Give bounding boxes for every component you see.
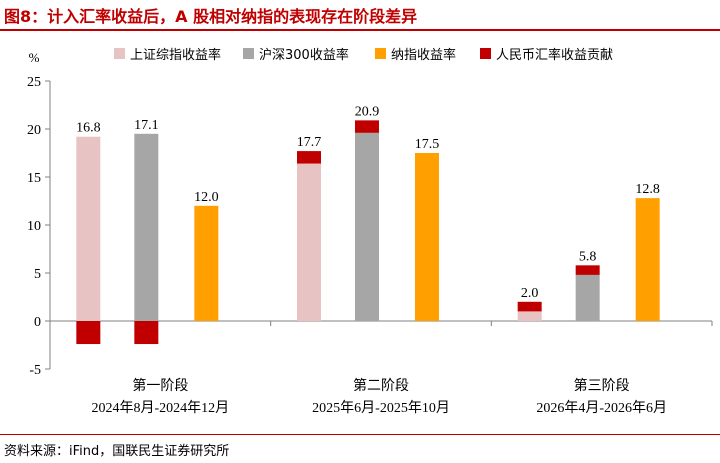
- y-tick-label: 25: [27, 75, 41, 90]
- data-label: 17.7: [297, 135, 322, 150]
- bar-chart: -5 0 5 10 15 20 25% 16.8 17.1 12.0 第一阶段 2024年8月-202…: [27, 47, 713, 416]
- legend-label: 纳指收益率: [391, 47, 456, 63]
- csi300-bar: [575, 274, 600, 321]
- y-tick-label: 15: [27, 171, 41, 186]
- nasdaq-bar: [415, 153, 439, 321]
- category-label: 第二阶段: [353, 377, 409, 394]
- legend-swatch: [375, 48, 386, 59]
- rmb-contribution-bar: [575, 265, 600, 275]
- rmb-contribution-bar: [297, 151, 321, 164]
- csi300-bar: [355, 132, 379, 321]
- category-label: 第一阶段: [132, 377, 188, 394]
- nasdaq-bar: [635, 198, 660, 321]
- data-label: 2.0: [521, 286, 539, 301]
- data-label: 16.8: [76, 121, 101, 136]
- y-axis-label: %: [29, 50, 40, 65]
- y-tick-label: 5: [34, 267, 41, 282]
- y-tick-label: 0: [34, 315, 41, 330]
- category-period-label: 2026年4月-2026年6月: [536, 400, 667, 416]
- legend-swatch: [480, 48, 491, 59]
- sse-bar: [297, 163, 321, 321]
- figure-title: 图8：计入汇率收益后，A 股相对纳指的表现存在阶段差异: [4, 7, 418, 26]
- data-label: 5.8: [579, 249, 597, 264]
- title-rule: [0, 29, 720, 31]
- nasdaq-bar: [194, 205, 219, 321]
- data-label: 12.8: [635, 182, 660, 197]
- sse-bar: [517, 311, 542, 321]
- legend-label: 沪深300收益率: [259, 47, 349, 63]
- category-label: 第三阶段: [574, 377, 630, 394]
- legend-swatch: [114, 48, 125, 59]
- sse-bar: [76, 136, 101, 321]
- legend-label: 人民币汇率收益贡献: [496, 47, 613, 63]
- data-label: 12.0: [194, 190, 219, 205]
- data-label: 20.9: [355, 104, 380, 119]
- category-period-label: 2025年6月-2025年10月: [312, 400, 450, 416]
- category-period-label: 2024年8月-2024年12月: [91, 400, 229, 416]
- legend-swatch: [243, 48, 254, 59]
- data-label: 17.5: [415, 137, 440, 152]
- source-note: 资料来源：iFind，国联民生证券研究所: [4, 444, 230, 459]
- legend-label: 上证综指收益率: [130, 47, 221, 63]
- rmb-contribution-bar: [517, 301, 542, 312]
- source-rule: [0, 434, 720, 435]
- y-tick-label: 20: [27, 123, 41, 138]
- y-tick-label: -5: [29, 363, 41, 378]
- data-label: 17.1: [134, 118, 159, 133]
- rmb-contribution-bar: [355, 120, 379, 133]
- rmb-contribution-bar: [76, 321, 101, 345]
- rmb-contribution-bar: [134, 321, 159, 345]
- y-tick-label: 10: [27, 219, 41, 234]
- csi300-bar: [134, 133, 159, 321]
